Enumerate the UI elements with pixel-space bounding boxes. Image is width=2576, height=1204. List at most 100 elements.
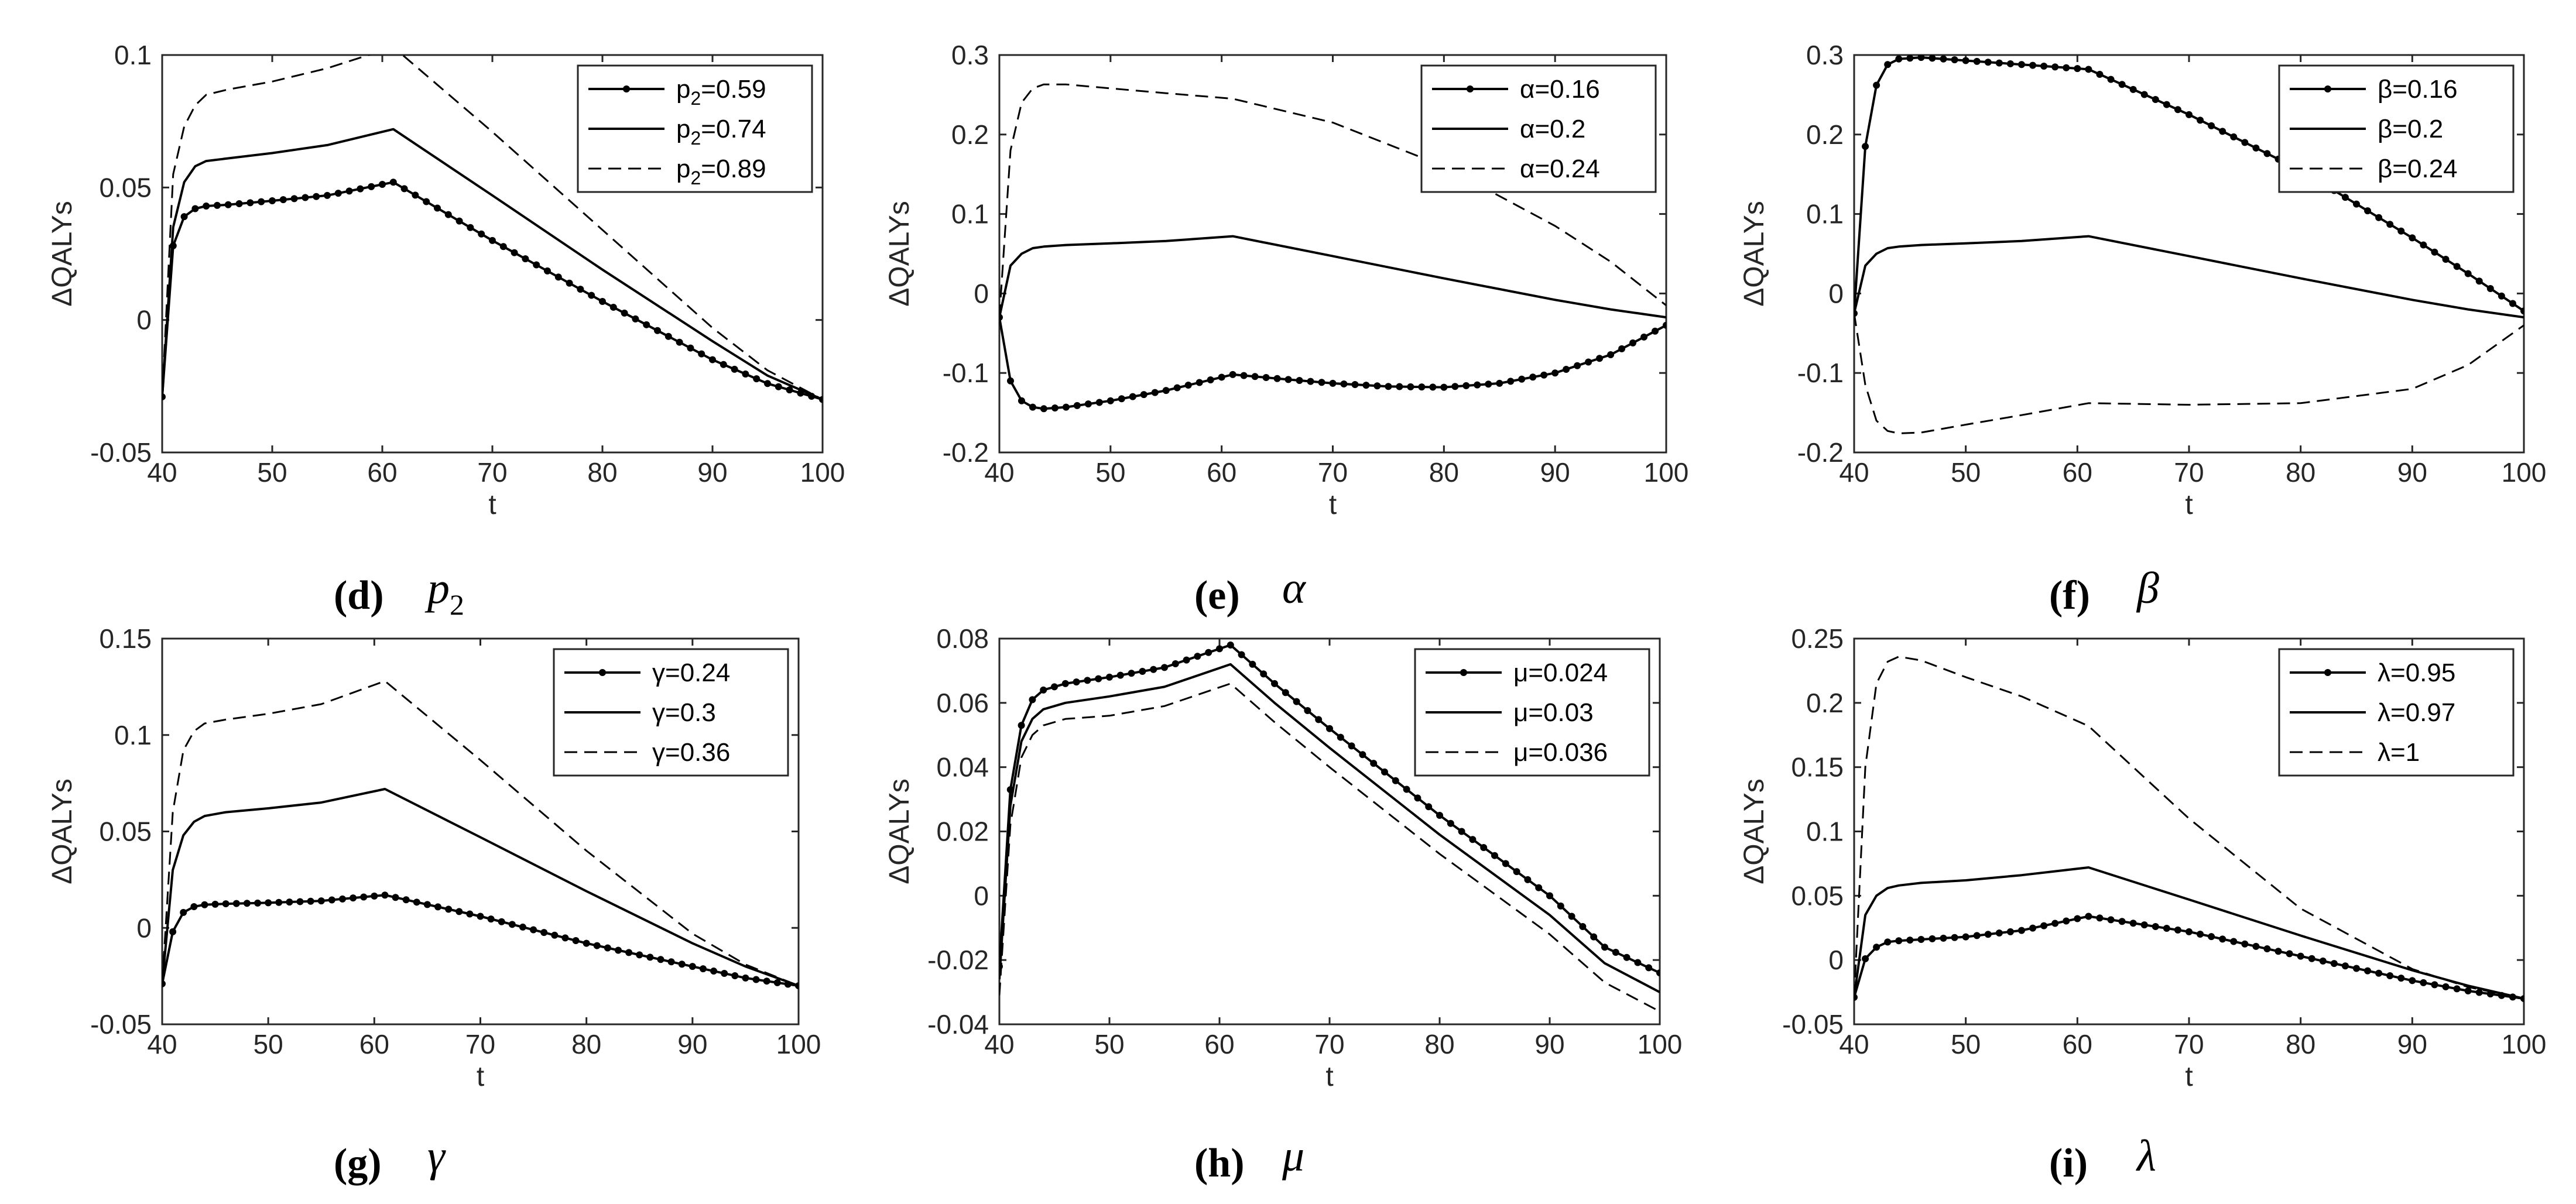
series-line-3 [1854,313,2524,434]
series-marker [1251,373,1259,380]
x-tick-label: 80 [2286,457,2315,488]
series-marker [211,900,219,908]
series-marker [1895,937,1903,945]
series-marker [636,951,643,959]
series-marker [2040,922,2048,929]
legend-entry-name: α=0.16 [1520,75,1600,104]
series-marker [1884,938,1892,946]
series-marker [664,332,672,340]
series-marker [2197,116,2204,124]
series-marker [1151,389,1159,396]
series-line-3 [1854,656,2524,1000]
series-marker [1240,372,1248,379]
legend-entry-name: γ=0.24 [652,658,730,687]
series-marker [2085,66,2092,73]
x-axis-label: t [488,489,496,520]
x-axis-label: t [2185,1061,2193,1092]
series-marker [254,899,262,907]
parameter-symbol: β [2136,564,2159,613]
x-tick-label: 100 [1638,1029,1683,1059]
series-line-1 [1854,56,2524,314]
series-marker [478,230,485,238]
legend-entry-2: λ=0.97 [2378,698,2455,727]
series-marker [1984,59,1992,66]
series-line-2 [1854,235,2524,319]
panel-label: (i) [2049,1141,2088,1186]
series-marker [400,185,408,193]
series-marker [625,949,633,956]
series-marker [1403,785,1410,793]
y-tick-label: 0 [136,913,152,943]
series-marker [498,918,505,925]
series-marker [2029,924,2037,932]
series-marker [1238,651,1245,658]
series-marker [296,898,304,905]
series-marker [1392,777,1399,784]
series-marker [2040,63,2048,70]
series-marker [1128,670,1135,677]
series-marker [1436,812,1443,819]
series-marker [1296,376,1303,384]
series-marker [1546,892,1553,900]
series-marker [201,901,208,908]
series-marker [742,371,749,378]
series-marker [286,898,293,906]
x-axis-label: t [2185,489,2193,520]
series-marker [467,224,474,231]
panel-label: (d) [334,573,384,618]
series-marker [1006,377,1014,385]
series-marker [302,194,309,201]
series-marker [1195,379,1203,386]
series-marker [1623,953,1630,961]
legend-entry-name: p [676,75,690,104]
legend-entry-2: α=0.2 [1520,115,1585,143]
series-marker [180,908,187,916]
series-marker [392,894,399,901]
y-tick-label: 0.06 [936,688,989,718]
series-marker [588,291,595,299]
series-marker [1491,852,1498,859]
series-marker [2197,931,2204,938]
series-marker [1995,929,2003,937]
series-marker [1385,383,1392,390]
series-marker [1962,57,1969,64]
legend-entry-2: β=0.2 [2378,115,2443,143]
series-marker [2330,960,2338,968]
legend-entry-1: β=0.16 [2378,75,2458,104]
series-marker [1873,944,1880,951]
series-marker [1414,794,1421,802]
series-marker [2375,214,2383,221]
series-line-3 [999,682,1660,1013]
legend-entry-2: p2=0.74 [676,115,766,149]
series-marker [1095,675,1102,682]
series-marker [615,946,622,954]
legend-entry-name: γ=0.3 [652,698,716,727]
y-tick-label: 0.1 [114,40,152,70]
series-marker [2152,923,2159,931]
series-marker [1656,969,1660,977]
series-marker [621,309,628,317]
series-marker [1485,380,1492,388]
legend-entry-3: γ=0.36 [652,738,730,767]
series-marker [1205,649,1212,656]
series-line-2 [162,788,799,987]
legend: μ=0.024 μ=0.03 μ=0.036 [1414,648,1650,777]
series-marker [2241,940,2249,948]
series-marker [676,338,683,346]
x-tick-label: 90 [677,1029,707,1059]
x-tick-label: 60 [1204,1029,1234,1059]
series-marker [1451,383,1459,390]
series-marker [191,205,199,212]
x-axis-label: t [1325,1061,1333,1092]
series-marker [1940,934,1947,942]
y-axis-label: ΔQALYs [884,778,915,884]
parameter-symbol: γ [427,1131,446,1181]
series-group [162,680,799,990]
series-marker [1084,677,1091,684]
series-group [999,641,1660,1013]
series-marker [2386,972,2394,979]
legend-entry-1: α=0.16 [1520,75,1600,104]
y-tick-label: 0.1 [951,199,989,229]
y-tick-label: 0.1 [1806,199,1844,229]
